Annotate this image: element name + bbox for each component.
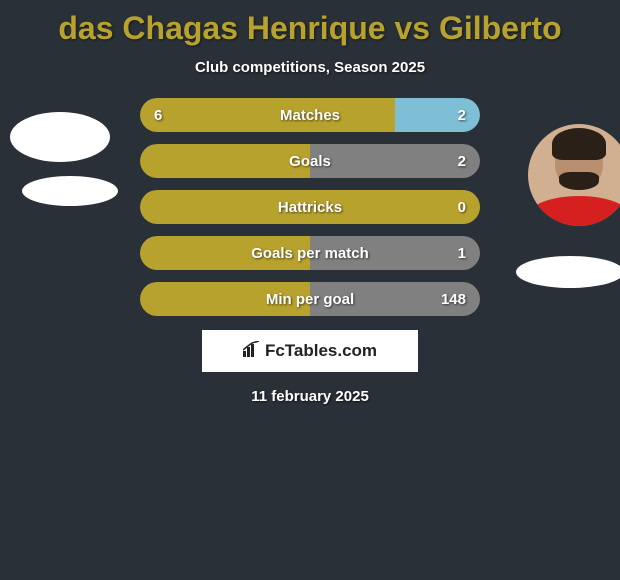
- stat-row: Min per goal148: [140, 282, 480, 316]
- date-text: 11 february 2025: [0, 388, 620, 405]
- stat-row: Hattricks0: [140, 190, 480, 224]
- stat-value-right: 0: [458, 190, 466, 224]
- stat-value-right: 148: [441, 282, 466, 316]
- logo-text: FcTables.com: [265, 341, 377, 361]
- stat-label: Matches: [140, 98, 480, 132]
- stat-row: Goals2: [140, 144, 480, 178]
- stat-value-right: 1: [458, 236, 466, 270]
- comparison-title: das Chagas Henrique vs Gilberto: [0, 0, 620, 47]
- stat-value-right: 2: [458, 98, 466, 132]
- chart-icon: [243, 341, 261, 362]
- stat-label: Goals per match: [140, 236, 480, 270]
- stat-label: Min per goal: [140, 282, 480, 316]
- stat-value-left: 6: [154, 98, 162, 132]
- logo-box: FcTables.com: [202, 330, 418, 372]
- stat-row: Goals per match1: [140, 236, 480, 270]
- stat-row: Matches6 2: [140, 98, 480, 132]
- stat-label: Goals: [140, 144, 480, 178]
- stats-container: Matches62Goals2Hattricks0Goals per match…: [0, 98, 620, 316]
- stat-label: Hattricks: [140, 190, 480, 224]
- comparison-subtitle: Club competitions, Season 2025: [0, 59, 620, 76]
- stat-value-right: 2: [458, 144, 466, 178]
